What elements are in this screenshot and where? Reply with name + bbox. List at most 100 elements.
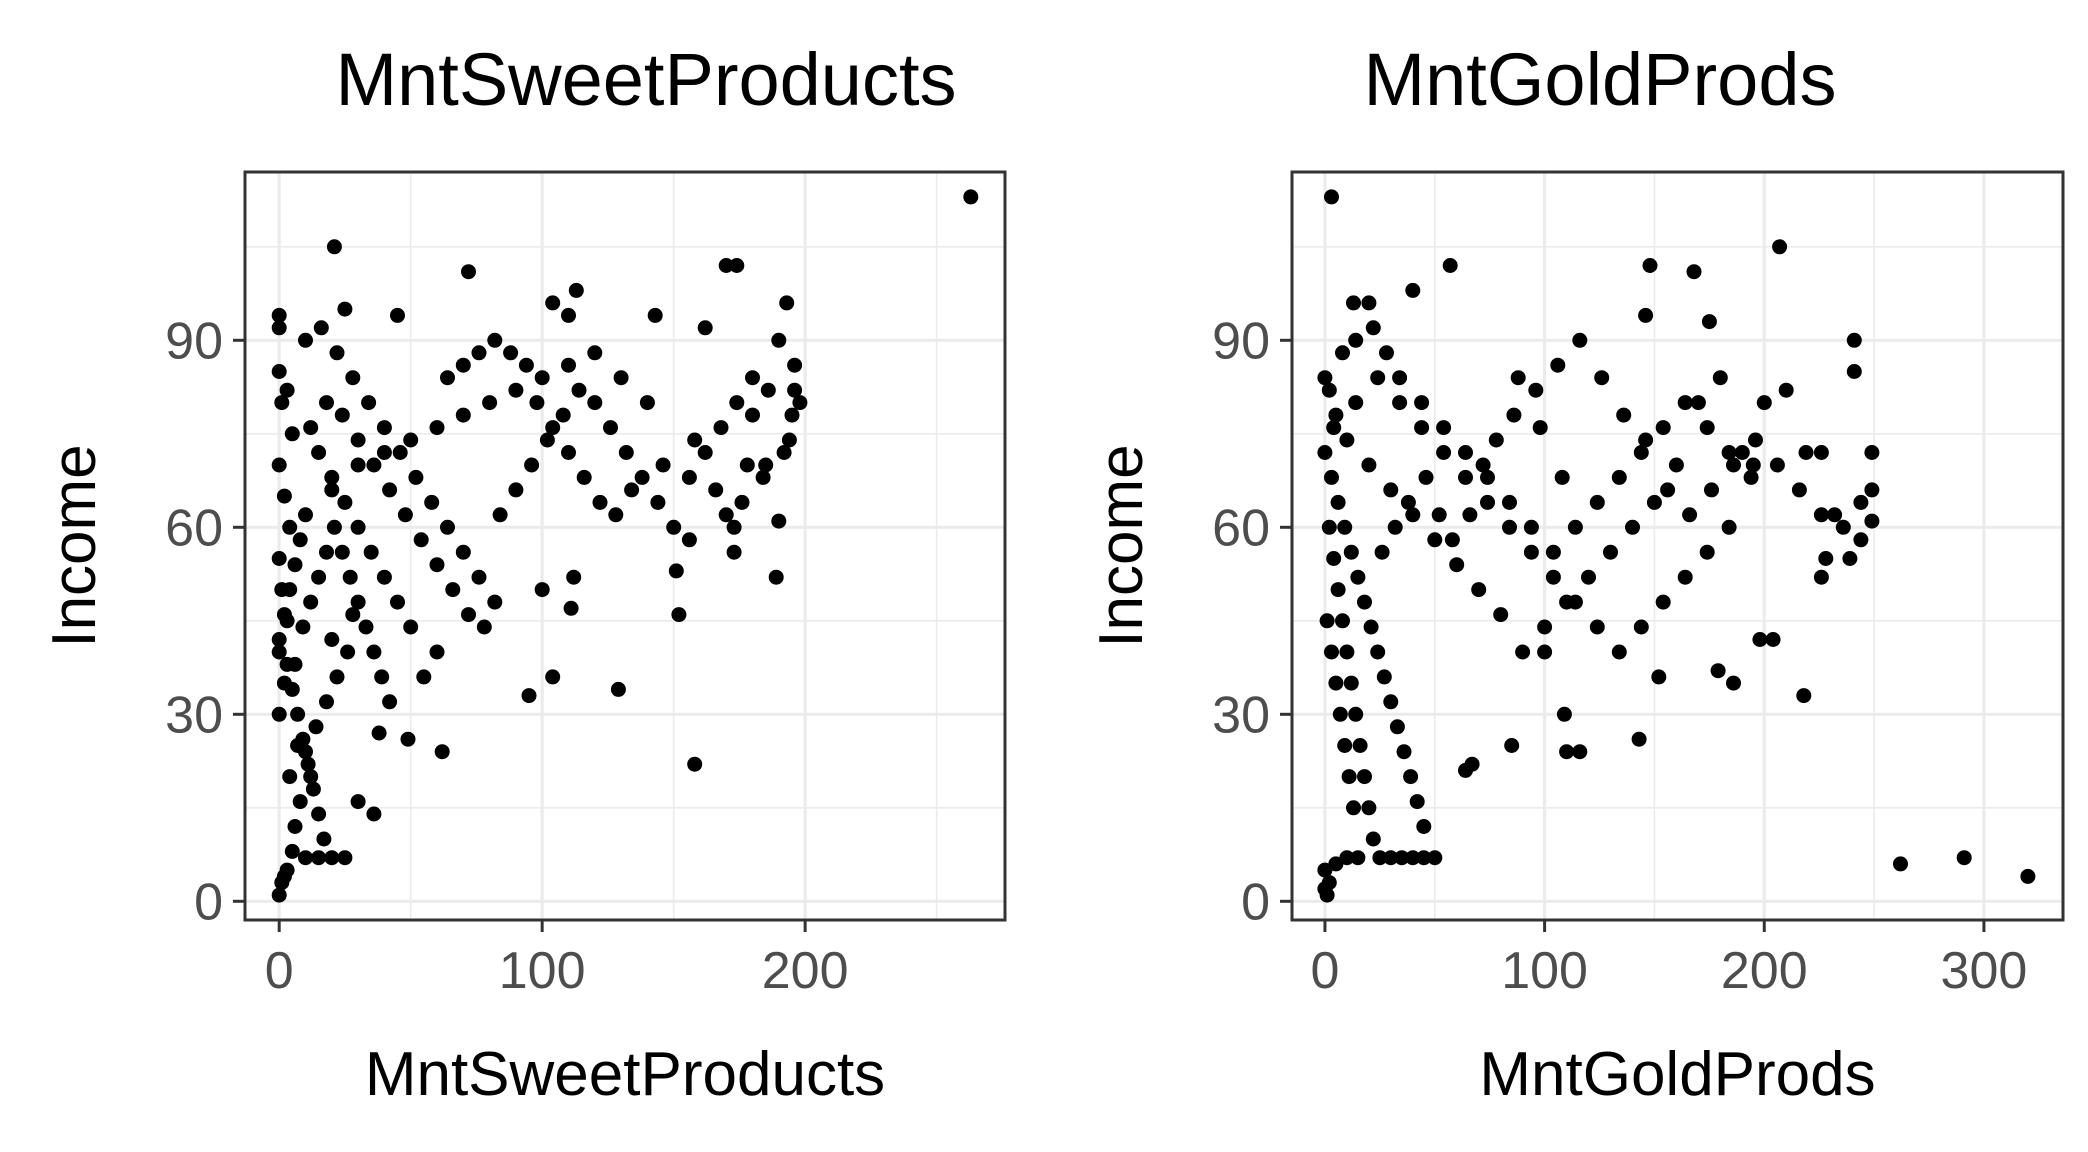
data-point [771,513,787,529]
data-point [776,445,792,460]
data-point [508,482,524,498]
data-point [284,843,300,859]
data-point [295,731,311,747]
data-point [282,582,298,598]
data-point [1341,769,1357,785]
y-axis-title: Income [1087,444,1156,647]
data-point [1651,669,1667,685]
data-point [1332,706,1348,722]
data-point [1462,507,1478,523]
panel-mntsweetproducts: 0 100 200 0 30 60 90 MntSweetProducts MntSweetPr… [40,38,1007,1109]
data-point [1827,507,1843,523]
data-point [1721,519,1737,535]
data-point [1372,850,1388,866]
data-point [639,395,655,411]
data-point [1523,519,1539,535]
data-point [1748,432,1763,448]
data-point [534,582,550,598]
data-point [324,850,340,866]
data-point [1414,420,1430,436]
data-point [781,432,797,448]
data-point [1677,395,1693,411]
data-point [1633,445,1649,460]
data-point [1493,607,1509,623]
data-point [350,594,366,610]
data-point [1567,594,1583,610]
data-point [455,407,471,423]
data-point [329,669,345,685]
data-point [1554,469,1570,485]
data-point [361,395,377,411]
data-point [1317,862,1333,878]
data-point [1458,762,1473,778]
x-tick-label: 0 [1310,942,1339,1000]
data-point [1471,582,1487,598]
data-point [290,706,306,722]
data-point [1743,469,1759,485]
data-point [1321,382,1337,398]
data-point [1778,382,1794,398]
data-point [1611,469,1627,485]
data-point [1350,569,1366,585]
data-point [1813,445,1829,460]
data-point [1704,482,1719,498]
data-point [713,420,729,436]
data-point [271,706,287,722]
data-point [555,407,571,423]
data-point [1361,295,1377,311]
data-point [1374,544,1390,560]
data-point [1427,532,1443,548]
data-point [1383,850,1399,866]
data-point [1796,688,1812,704]
data-point [1348,395,1364,411]
data-point [587,345,603,361]
data-point [416,669,432,685]
data-point [287,557,303,573]
panel-title: MntGoldProds [1364,38,1837,121]
data-point [461,607,476,623]
data-point [1523,544,1539,560]
data-point [1642,258,1658,273]
data-point [1853,532,1869,548]
data-point [576,469,592,485]
data-point [587,395,603,411]
data-point [311,850,327,866]
data-point [1765,632,1781,647]
data-point [382,694,398,710]
data-point [400,731,416,747]
data-point [274,875,290,891]
data-point [1769,457,1785,473]
data-point [1357,594,1372,610]
data-point [1405,850,1421,866]
data-point [787,382,803,398]
data-point [298,507,313,523]
data-point [424,494,440,510]
data-point [1394,850,1410,866]
data-point [561,357,576,373]
data-point [1396,744,1412,760]
data-point [1791,482,1807,498]
data-point [718,258,734,273]
data-point [787,357,803,373]
data-point [476,619,492,635]
data-point [1701,314,1717,330]
data-point [455,357,471,373]
data-point [1317,881,1333,897]
data-point [963,189,979,205]
data-point [342,569,358,585]
data-point [1726,457,1741,473]
data-point [1567,519,1583,535]
data-point [1416,819,1432,834]
data-point [298,744,313,760]
data-point [734,494,750,510]
data-point [745,370,760,386]
data-point [610,681,626,697]
data-point [429,420,445,436]
data-point [1572,332,1588,348]
data-point [1418,469,1434,485]
data-point [337,850,353,866]
data-point [1752,632,1768,647]
data-point [1502,519,1517,535]
data-point [1337,519,1353,535]
data-point [311,569,327,585]
